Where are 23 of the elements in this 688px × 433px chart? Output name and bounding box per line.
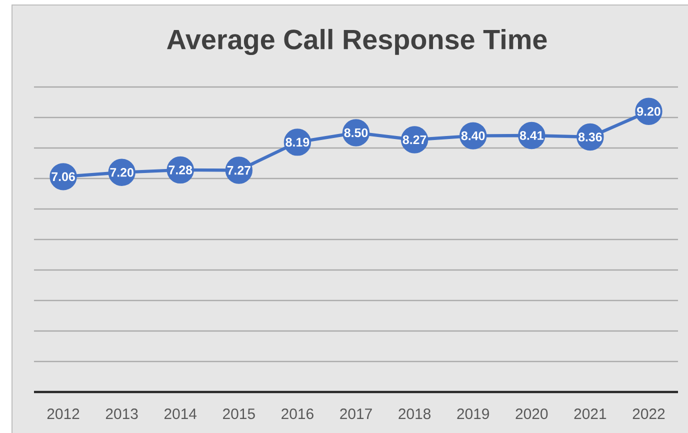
data-label: 8.40 (461, 131, 485, 140)
data-label: 7.28 (168, 166, 192, 174)
data-label: 8.19 (286, 138, 310, 147)
data-label: 8.41 (520, 131, 544, 140)
data-label: 8.50 (344, 128, 368, 138)
x-tick-label: 2014 (164, 408, 197, 420)
chart-title: Average Call Response Time (166, 28, 547, 56)
x-tick-label: 2020 (516, 408, 548, 420)
x-tick-label: 2021 (574, 408, 606, 420)
x-tick-label: 2015 (223, 408, 255, 420)
x-tick-label: 2013 (106, 408, 138, 420)
data-label: 9.20 (637, 106, 660, 116)
x-tick-label: 2019 (457, 408, 489, 420)
x-tick-label: 2017 (340, 408, 372, 420)
x-tick-label: 2022 (632, 408, 665, 420)
x-tick-label: 2016 (282, 408, 314, 420)
x-tick-label: 2018 (398, 408, 431, 420)
x-tick-label: 2012 (47, 408, 80, 420)
data-label: 7.27 (227, 166, 250, 175)
data-label: 8.36 (578, 132, 602, 142)
data-label: 7.06 (52, 172, 75, 182)
data-label: 7.20 (110, 168, 134, 177)
data-label: 8.27 (402, 135, 426, 144)
